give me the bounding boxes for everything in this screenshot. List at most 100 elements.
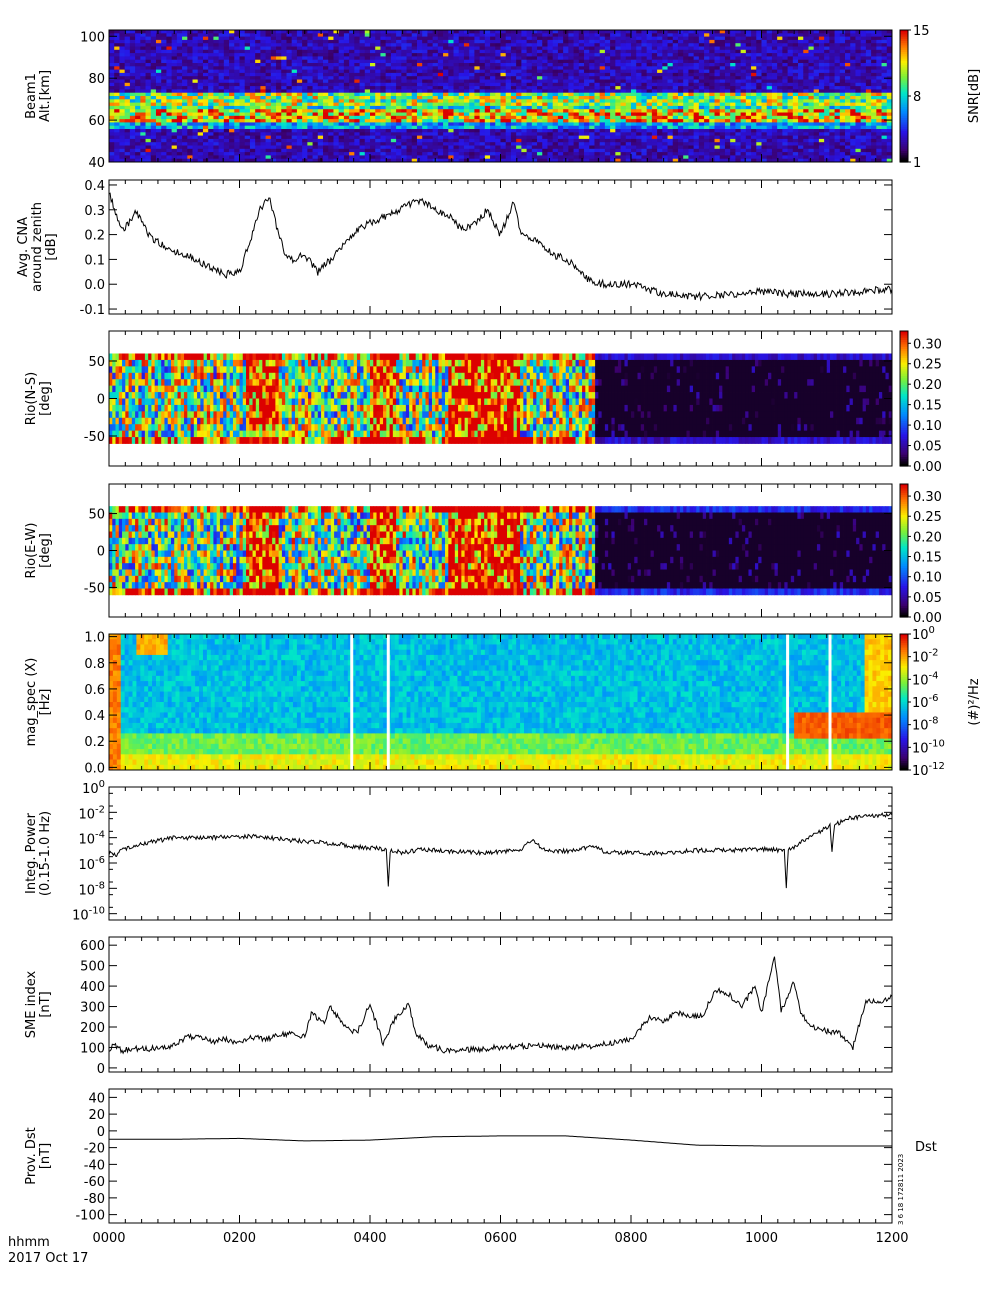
panel-1-cell <box>317 92 324 97</box>
panel-1-cell <box>547 53 554 57</box>
panel-1-cell <box>620 129 627 133</box>
panel-1-cell <box>610 89 616 94</box>
panel-1-cell <box>693 109 700 113</box>
panel-1-cell <box>552 142 559 146</box>
panel-1-cell <box>197 36 204 41</box>
panel-1-cell <box>234 122 240 127</box>
panel-1-cell <box>458 56 465 61</box>
panel-1-cell <box>688 76 695 80</box>
panel-1-cell <box>531 86 538 90</box>
panel-1-cell <box>683 53 689 57</box>
panel-1-cell <box>239 109 246 113</box>
panel-1-cell <box>719 145 726 150</box>
panel-1-cell <box>364 86 371 90</box>
panel-1-cell <box>469 33 475 37</box>
panel-1-cell <box>537 112 543 117</box>
panel-1-cell <box>145 66 152 70</box>
panel-1-cell <box>589 115 595 120</box>
panel-1-cell <box>213 36 220 41</box>
panel-1-cell <box>552 115 559 120</box>
panel-1-cell <box>563 125 569 130</box>
panel-1-cell <box>547 79 554 84</box>
panel-1-cell <box>302 69 308 74</box>
panel-1-cell <box>657 142 663 146</box>
panel-1-cell <box>563 96 569 100</box>
panel-1-cell <box>563 135 569 140</box>
panel-1-cell <box>724 86 731 90</box>
panel-1-cell <box>599 89 606 94</box>
panel-1-cell <box>338 135 345 140</box>
panel-1-cell <box>260 63 266 67</box>
panel-1-cell <box>312 102 319 107</box>
panel-1-cell <box>166 145 173 150</box>
panel-1-cell <box>187 63 193 67</box>
panel-1-cell <box>182 46 188 51</box>
panel-1-cell <box>213 158 220 163</box>
panel-1-cell <box>380 46 387 51</box>
panel-1-cell <box>401 138 407 143</box>
panel-1-cell <box>568 135 574 140</box>
panel-1-cell <box>610 119 616 123</box>
panel-1-cell <box>129 115 136 120</box>
panel-1-cell <box>182 99 188 103</box>
panel-1-cell <box>265 148 272 153</box>
panel-1-cell <box>589 125 595 130</box>
panel-1-cell <box>657 145 663 150</box>
panel-1-cell <box>359 119 366 123</box>
panel-1-cell <box>244 86 251 90</box>
panel-1-cell <box>223 36 230 41</box>
panel-1-cell <box>474 92 481 97</box>
panel-1-cell <box>328 49 334 54</box>
panel-1-cell <box>667 43 674 47</box>
panel-1-cell <box>260 72 266 77</box>
panel-1-cell <box>636 82 642 87</box>
panel-1-cell <box>437 33 444 37</box>
panel-1-cell <box>568 102 574 107</box>
panel-1-cell <box>145 30 152 34</box>
panel-1-cell <box>390 129 397 133</box>
panel-1-cell <box>286 152 293 156</box>
panel-1-cell <box>453 129 460 133</box>
panel-1-cell <box>202 89 209 94</box>
panel-1-cell <box>249 152 256 156</box>
panel-1-cell <box>286 36 293 41</box>
panel-1-cell <box>552 43 559 47</box>
panel-1-cell <box>547 76 554 80</box>
panel-1-cell <box>542 69 548 74</box>
panel-1-cell <box>291 33 298 37</box>
panel-1-cell <box>625 158 632 163</box>
panel-1-cell <box>735 86 742 90</box>
panel-1-cell <box>119 102 126 107</box>
panel-1-cell <box>756 59 762 64</box>
panel-1-cell <box>724 53 731 57</box>
panel-1-cell <box>145 43 152 47</box>
panel-1-cell <box>213 30 220 34</box>
panel-1-cell <box>401 109 407 113</box>
panel-1-cell <box>620 59 627 64</box>
panel-1-cell <box>150 53 157 57</box>
panel-1-cell <box>171 148 178 153</box>
panel-1-cell <box>281 86 287 90</box>
panel-1-cell <box>698 82 705 87</box>
panel-1-cell <box>453 72 460 77</box>
panel-1-cell <box>354 115 360 120</box>
panel-1-cell <box>490 138 496 143</box>
panel-1-cell <box>343 135 350 140</box>
panel-1-cell <box>140 56 146 61</box>
panel-1-cell <box>448 102 454 107</box>
panel-1-cell <box>714 89 721 94</box>
panel-1-cell <box>552 102 559 107</box>
panel-1-cell <box>176 63 183 67</box>
panel-1-cell <box>187 46 193 51</box>
panel-1-cell <box>255 46 261 51</box>
panel-1-cell <box>667 69 674 74</box>
panel-1-cell <box>359 145 366 150</box>
panel-1-cell <box>547 119 554 123</box>
panel-1-cell <box>427 96 434 100</box>
panel-1-cell <box>688 39 695 44</box>
panel-1-cell <box>114 56 120 61</box>
panel-1-cell <box>276 49 282 54</box>
panel-1-cell <box>427 46 434 51</box>
panel-1-cell <box>396 30 402 34</box>
panel-1-cell <box>557 69 564 74</box>
